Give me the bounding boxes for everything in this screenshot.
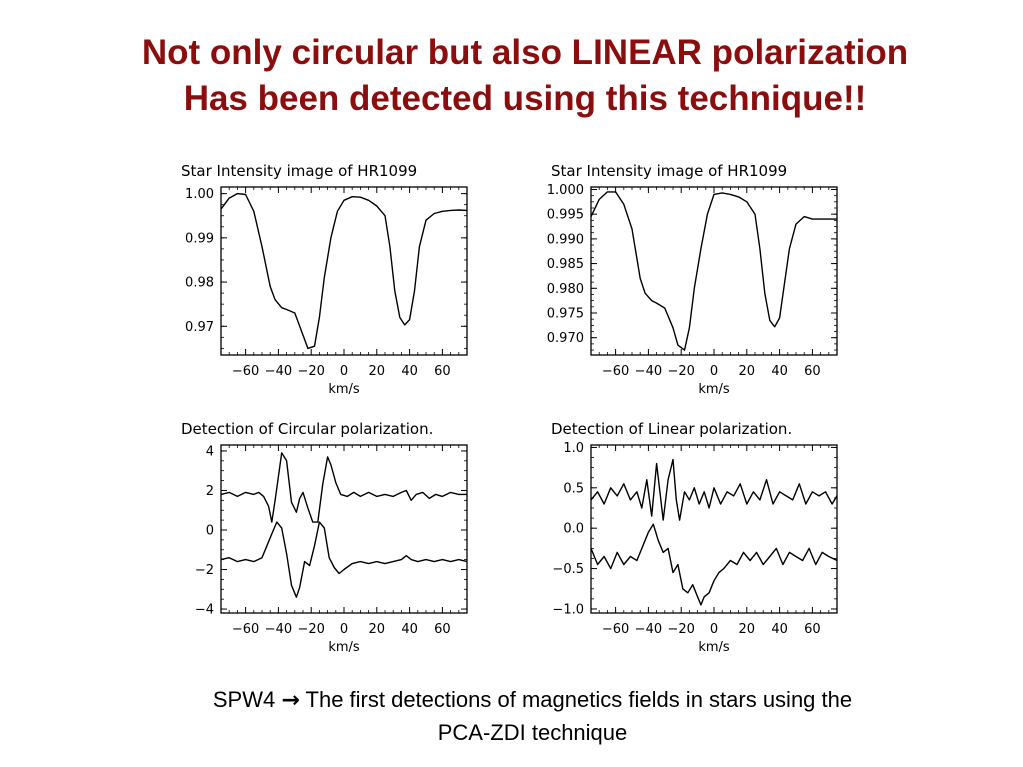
series-line-1 — [590, 458, 838, 521]
chart-title: Star Intensity image of HR1099 — [551, 162, 787, 180]
y-tick-label: 2 — [206, 484, 214, 499]
caption-prefix: SPW4 — [212, 687, 276, 712]
x-tick-label: 60 — [804, 622, 821, 637]
x-tick-label: −40 — [265, 364, 292, 379]
x-tick-label: 0 — [340, 364, 348, 379]
y-tick-label: 1.0 — [563, 441, 584, 456]
slide-caption: SPW4 → The first detections of magnetics… — [60, 684, 1005, 749]
series-line-2 — [590, 523, 838, 606]
x-tick-label: 0 — [340, 622, 348, 637]
x-tick-label: 20 — [369, 622, 386, 637]
x-tick-label: 40 — [401, 622, 418, 637]
series-line-1 — [220, 192, 468, 350]
y-tick-label: −4 — [195, 603, 214, 618]
series-line-1 — [220, 452, 467, 523]
y-tick-label: 0.0 — [563, 522, 584, 537]
x-tick-label: 0 — [710, 364, 718, 379]
y-tick-label: 0.985 — [547, 257, 584, 272]
x-tick-label: −60 — [602, 622, 629, 637]
series-line-1 — [590, 191, 837, 351]
y-tick-label: 4 — [206, 444, 214, 459]
y-tick-label: 0.990 — [547, 232, 584, 247]
x-tick-label: −40 — [635, 364, 662, 379]
x-tick-label: 0 — [710, 622, 718, 637]
y-tick-label: −1.0 — [552, 602, 584, 617]
y-tick-label: 0.995 — [547, 208, 584, 223]
y-tick-label: −0.5 — [552, 562, 584, 577]
chart-title: Detection of Linear polarization. — [551, 420, 792, 438]
y-tick-label: 0.5 — [563, 481, 584, 496]
y-tick-label: 0.975 — [547, 307, 584, 322]
x-tick-label: 20 — [369, 364, 386, 379]
chart-title: Star Intensity image of HR1099 — [181, 162, 417, 180]
x-tick-label: 40 — [771, 622, 788, 637]
caption-line-1: SPW4 → The first detections of magnetics… — [60, 684, 1005, 717]
y-tick-label: −2 — [195, 563, 214, 578]
x-tick-label: −60 — [232, 364, 259, 379]
plot-frame — [590, 186, 838, 356]
arrow-icon: → — [281, 688, 300, 713]
y-tick-label: 0 — [206, 523, 214, 538]
x-tick-label: 20 — [739, 622, 756, 637]
y-tick-label: 1.000 — [547, 183, 584, 198]
series-line-2 — [220, 521, 468, 598]
x-tick-label: 60 — [804, 364, 821, 379]
x-tick-label: 60 — [434, 364, 451, 379]
plot-frame — [590, 444, 838, 614]
x-axis-label: km/s — [328, 382, 360, 397]
caption-line-2: PCA-ZDI technique — [437, 720, 628, 745]
x-tick-label: 40 — [771, 364, 788, 379]
x-tick-label: −40 — [635, 622, 662, 637]
plot-frame — [220, 444, 468, 614]
x-tick-label: −40 — [265, 622, 292, 637]
title-line-1: Not only circular but also LINEAR polari… — [141, 33, 909, 72]
x-tick-label: 40 — [401, 364, 418, 379]
x-axis-label: km/s — [698, 382, 730, 397]
y-tick-label: 0.97 — [185, 320, 214, 335]
x-tick-label: −60 — [232, 622, 259, 637]
chart-title: Detection of Circular polarization. — [181, 420, 433, 438]
y-tick-label: 0.980 — [547, 282, 584, 297]
x-tick-label: 60 — [434, 622, 451, 637]
x-tick-label: −60 — [602, 364, 629, 379]
title-line-2: Has been detected using this technique!! — [183, 79, 867, 118]
plot-frame — [220, 186, 468, 356]
caption-text: The first detections of magnetics fields… — [305, 687, 853, 712]
x-axis-label: km/s — [328, 640, 360, 655]
x-tick-label: 20 — [739, 364, 756, 379]
y-tick-label: 0.970 — [547, 331, 584, 346]
x-tick-label: −20 — [297, 622, 324, 637]
x-axis-label: km/s — [698, 640, 730, 655]
y-tick-label: 0.99 — [185, 231, 214, 246]
y-tick-label: 0.98 — [185, 276, 214, 291]
x-tick-label: −20 — [667, 622, 694, 637]
x-tick-label: −20 — [667, 364, 694, 379]
x-tick-label: −20 — [297, 364, 324, 379]
slide-title: Not only circular but also LINEAR polari… — [0, 30, 1023, 122]
y-tick-label: 1.00 — [185, 187, 214, 202]
